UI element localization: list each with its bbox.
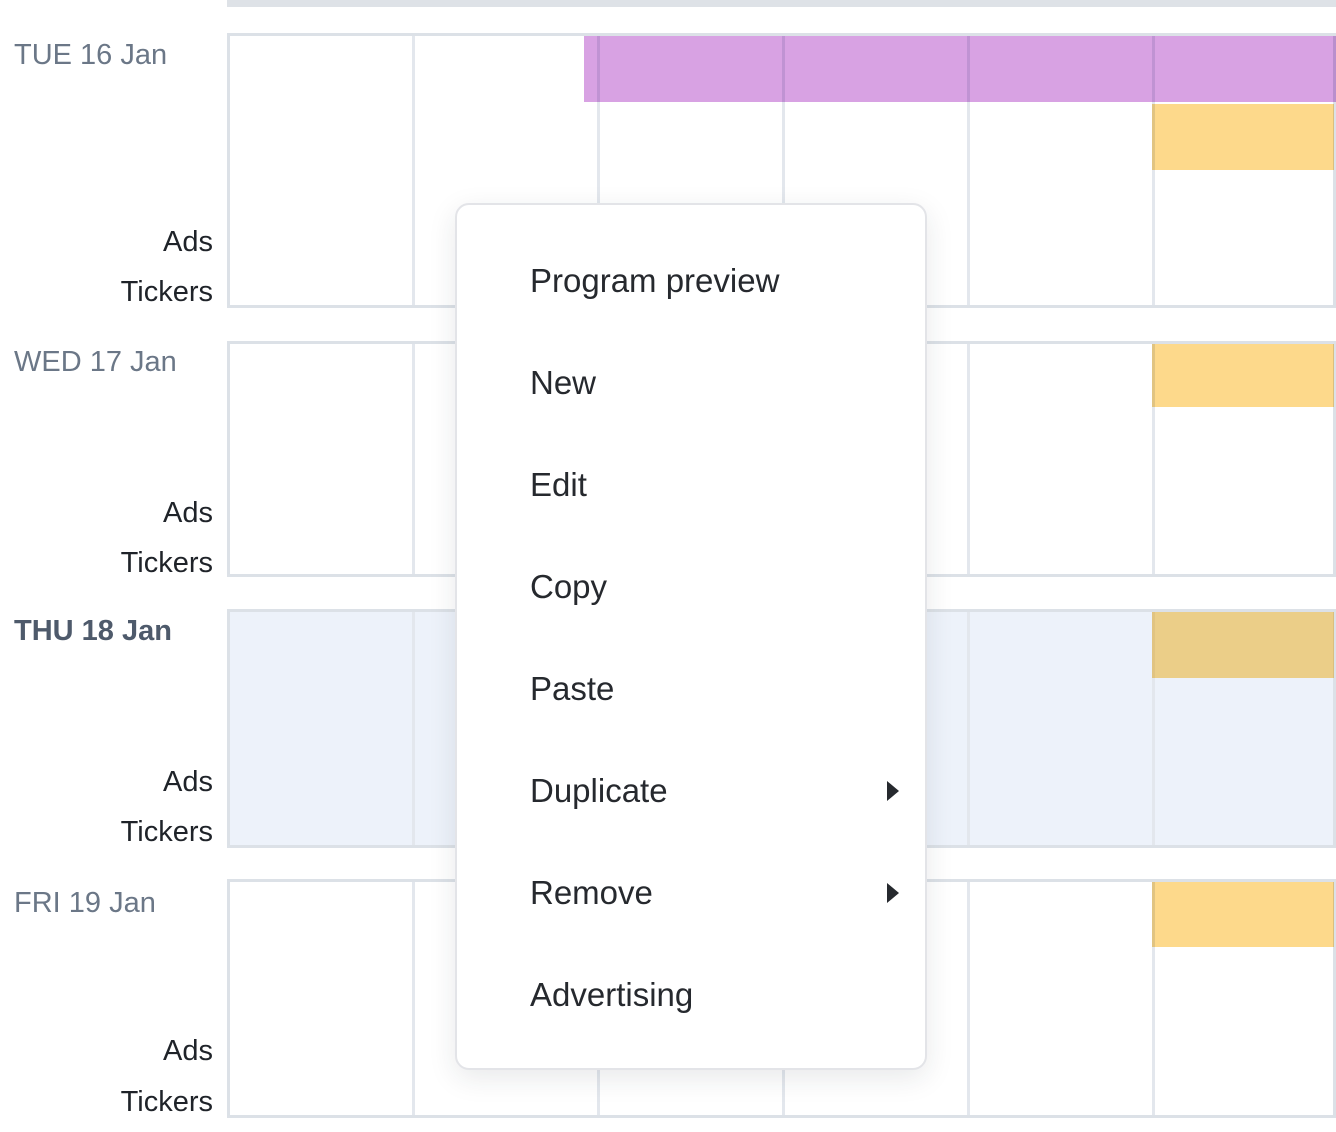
program-block-purple[interactable] [584, 36, 1336, 102]
menu-item-label: New [530, 364, 597, 401]
menu-item-label: Paste [530, 670, 615, 707]
menu-item-new[interactable]: New [457, 332, 925, 434]
menu-item-label: Copy [530, 568, 608, 605]
tickers-lane-label: Tickers [120, 1086, 213, 1118]
grid-column-line [1152, 36, 1155, 305]
tickers-lane-label: Tickers [120, 276, 213, 308]
menu-item-label: Duplicate [530, 772, 668, 809]
daily-block-yellow[interactable] [1152, 344, 1334, 407]
menu-item-label: Program preview [530, 262, 780, 299]
grid-column-line [1152, 882, 1155, 1115]
grid-column-line [967, 882, 970, 1115]
ads-lane-label: Ads [163, 1035, 213, 1067]
grid-column-line [1152, 344, 1155, 574]
grid-column-line [412, 882, 415, 1115]
daily-block-yellow[interactable] [1152, 882, 1334, 947]
daily-block-yellow[interactable] [1152, 104, 1334, 170]
day-label-tue-16: TUE 16 Jan [14, 39, 168, 71]
submenu-arrow-icon [887, 781, 899, 801]
grid-column-line [1152, 612, 1155, 845]
menu-item-edit[interactable]: Edit [457, 434, 925, 536]
ads-lane-label: Ads [163, 766, 213, 798]
grid-column-line [967, 344, 970, 574]
tickers-lane-label: Tickers [120, 816, 213, 848]
grid-column-line [412, 344, 415, 574]
menu-item-duplicate[interactable]: Duplicate [457, 740, 925, 842]
daily-block-yellow[interactable] [1152, 612, 1334, 678]
grid-column-line [412, 612, 415, 845]
menu-item-paste[interactable]: Paste [457, 638, 925, 740]
menu-item-label: Remove [530, 874, 653, 911]
grid-column-line [967, 36, 970, 305]
ads-lane-label: Ads [163, 497, 213, 529]
day-label-thu-18: THU 18 Jan [14, 615, 172, 647]
submenu-arrow-icon [887, 883, 899, 903]
day-label-fri-19: FRI 19 Jan [14, 887, 156, 919]
grid-column-line [967, 612, 970, 845]
menu-item-copy[interactable]: Copy [457, 536, 925, 638]
menu-item-advertising[interactable]: Advertising [457, 944, 925, 1046]
menu-item-remove[interactable]: Remove [457, 842, 925, 944]
grid-column-line [782, 36, 785, 305]
context-menu: Program preview New Edit Copy Paste Dupl… [455, 203, 927, 1070]
previous-row-edge [227, 0, 1336, 7]
menu-item-program-preview[interactable]: Program preview [457, 230, 925, 332]
grid-column-line [412, 36, 415, 305]
day-label-wed-17: WED 17 Jan [14, 346, 177, 378]
ads-lane-label: Ads [163, 226, 213, 258]
menu-item-label: Edit [530, 466, 587, 503]
menu-item-label: Advertising [530, 976, 694, 1013]
grid-column-line [597, 36, 600, 305]
tickers-lane-label: Tickers [120, 547, 213, 579]
